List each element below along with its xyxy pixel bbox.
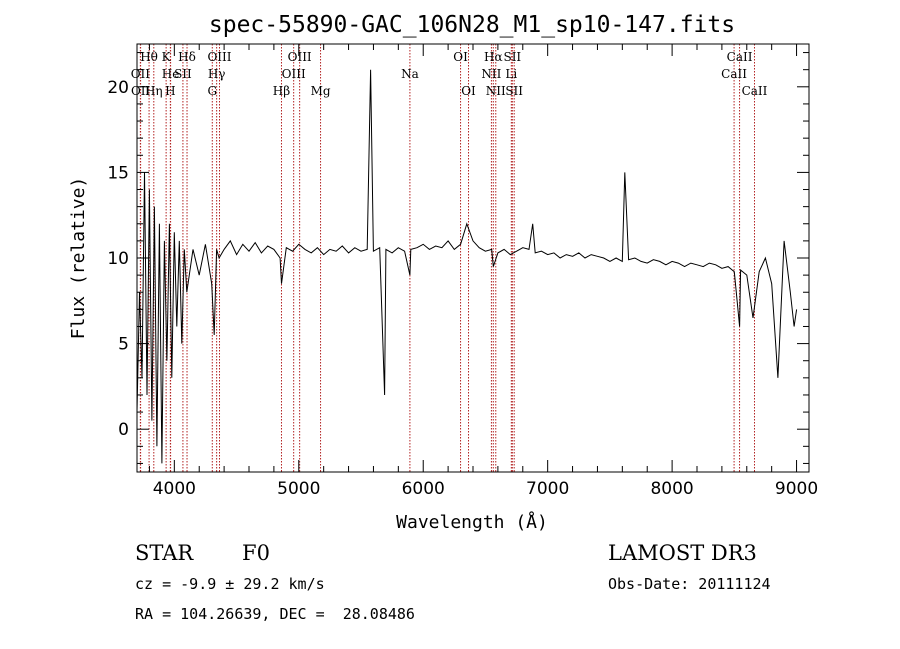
line-label-7: Hγ <box>208 67 226 81</box>
sky-coordinates: RA = 104.26639, DEC = 28.08486 <box>135 605 415 623</box>
x-tick-label-0: 4000 <box>153 479 196 499</box>
line-label-8: OII <box>131 84 151 98</box>
line-label-6: OIII <box>207 50 231 64</box>
line-label-25: CaII <box>727 50 753 64</box>
y-axis-ticks: 0 5 10 15 20 <box>107 52 809 464</box>
line-label-24: SII <box>505 84 523 98</box>
x-tick-label-1: 5000 <box>277 479 320 499</box>
line-label-2: Hδ <box>178 50 196 64</box>
flux-series-line <box>136 69 798 464</box>
y-axis-label: Flux (relative) <box>68 177 89 340</box>
line-label-27: CaII <box>742 84 768 98</box>
line-label-1: K <box>162 50 172 64</box>
x-axis-ticks: 4000 5000 6000 7000 8000 9000 <box>148 44 818 499</box>
line-label-17: OI <box>453 50 468 64</box>
y-tick-label-4: 20 <box>107 78 129 98</box>
line-label-12: OIII <box>288 50 312 64</box>
object-class: STAR <box>135 541 194 565</box>
object-subclass: F0 <box>242 541 270 565</box>
line-label-20: SII <box>503 50 521 64</box>
x-tick-label-5: 9000 <box>775 479 818 499</box>
line-label-23: NII <box>486 84 506 98</box>
line-label-13: OIII <box>282 67 306 81</box>
x-tick-label-3: 7000 <box>526 479 569 499</box>
line-label-22: Li <box>505 67 517 81</box>
line-label-26: CaII <box>721 67 747 81</box>
spectral-line-markers <box>139 44 755 472</box>
line-label-0: Hθ <box>140 50 158 64</box>
x-tick-label-2: 6000 <box>402 479 445 499</box>
line-label-3: OII <box>131 67 151 81</box>
line-label-14: Hβ <box>273 84 290 98</box>
redshift-velocity: cz = -9.9 ± 29.2 km/s <box>135 575 325 593</box>
line-label-15: Mg <box>311 84 331 98</box>
line-label-18: OI <box>461 84 476 98</box>
line-label-10: H <box>165 84 175 98</box>
survey-name: LAMOST DR3 <box>608 541 757 565</box>
y-tick-label-2: 10 <box>107 249 129 269</box>
line-label-5: SII <box>174 67 192 81</box>
x-tick-label-4: 8000 <box>650 479 693 499</box>
chart-title: spec-55890-GAC_106N28_M1_sp10-147.fits <box>209 12 735 38</box>
observation-date: Obs-Date: 20111124 <box>608 575 771 593</box>
line-label-19: Hα <box>484 50 503 64</box>
line-label-11: G <box>207 84 217 98</box>
y-tick-label-3: 15 <box>107 163 129 183</box>
y-tick-label-1: 5 <box>118 335 129 355</box>
line-label-4: He <box>162 67 180 81</box>
line-label-21: NII <box>481 67 501 81</box>
line-label-16: Na <box>401 67 419 81</box>
line-label-9: Hη <box>145 84 163 98</box>
y-tick-label-0: 0 <box>118 420 129 440</box>
x-axis-label: Wavelength (Å) <box>396 511 548 533</box>
plot-frame <box>136 43 810 473</box>
